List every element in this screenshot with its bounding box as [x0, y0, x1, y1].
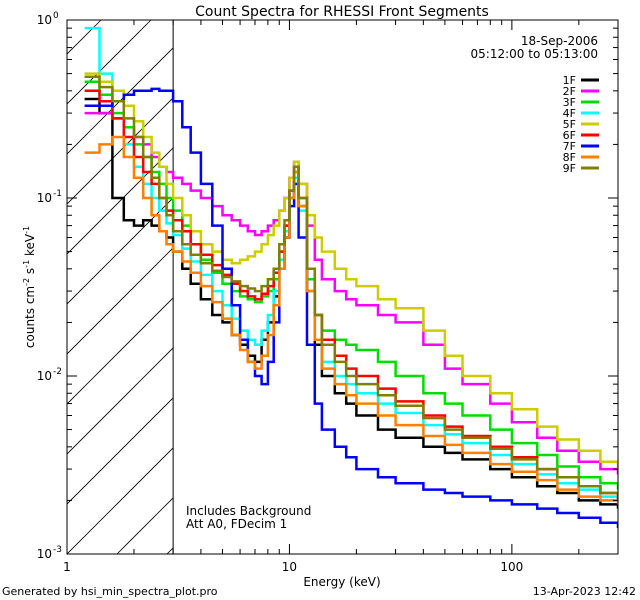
legend-label-2F: 2F: [563, 85, 576, 98]
y-axis-label: counts cm-2 s-1 keV-1: [22, 226, 37, 348]
series-6F: [84, 89, 618, 501]
y-tick-exponent: 0: [53, 11, 59, 21]
hatch-line: [67, 397, 174, 505]
x-tick-label: 1: [63, 560, 71, 574]
hatch-line: [367, 20, 640, 554]
series-5F: [84, 72, 618, 470]
time-range-label: 05:12:00 to 05:13:00: [471, 47, 598, 61]
legend-label-3F: 3F: [563, 96, 576, 109]
date-label: 18-Sep-2006: [521, 34, 598, 48]
plot-frame: [66, 19, 619, 555]
hatch-line: [67, 297, 174, 405]
legend-label-1F: 1F: [563, 74, 576, 87]
y-tick-label: 10: [37, 369, 52, 383]
hatch-line: [67, 147, 174, 255]
y-tick-label: 10: [37, 547, 52, 561]
footer-generated-by: Generated by hsi_min_spectra_plot.pro: [2, 585, 218, 598]
annotation-background: Includes Background: [186, 504, 311, 518]
hatch-line: [67, 347, 174, 455]
chart-title: Count Spectra for RHESSI Front Segments: [195, 4, 489, 20]
hatch-line: [67, 247, 174, 355]
x-tick-label: 10: [282, 560, 297, 574]
legend-label-4F: 4F: [563, 107, 576, 120]
x-tick-label: 100: [500, 560, 523, 574]
hatch-line: [267, 20, 640, 554]
hatch-line: [0, 20, 1, 554]
hatch-line: [67, 197, 174, 305]
legend-label-7F: 7F: [563, 140, 576, 153]
series-lines: [84, 26, 618, 528]
series-9F: [84, 75, 618, 501]
y-tick-exponent: -3: [53, 545, 62, 555]
y-tick-label: 10: [37, 13, 52, 27]
hatch-line: [67, 447, 174, 554]
hatch-line: [67, 97, 174, 205]
y-tick-exponent: -1: [53, 189, 62, 199]
hatch-line: [417, 20, 640, 554]
legend-label-9F: 9F: [563, 162, 576, 175]
hatch-line: [617, 20, 640, 554]
annotation-attenuator: Att A0, FDecim 1: [186, 517, 287, 531]
legend-label-8F: 8F: [563, 151, 576, 164]
legend-label-5F: 5F: [563, 118, 576, 131]
footer-timestamp: 13-Apr-2023 12:42: [533, 585, 636, 598]
legend-label-6F: 6F: [563, 129, 576, 142]
y-tick-label: 10: [37, 191, 52, 205]
y-tick-exponent: -2: [53, 367, 62, 377]
x-axis-label: Energy (keV): [303, 575, 380, 589]
